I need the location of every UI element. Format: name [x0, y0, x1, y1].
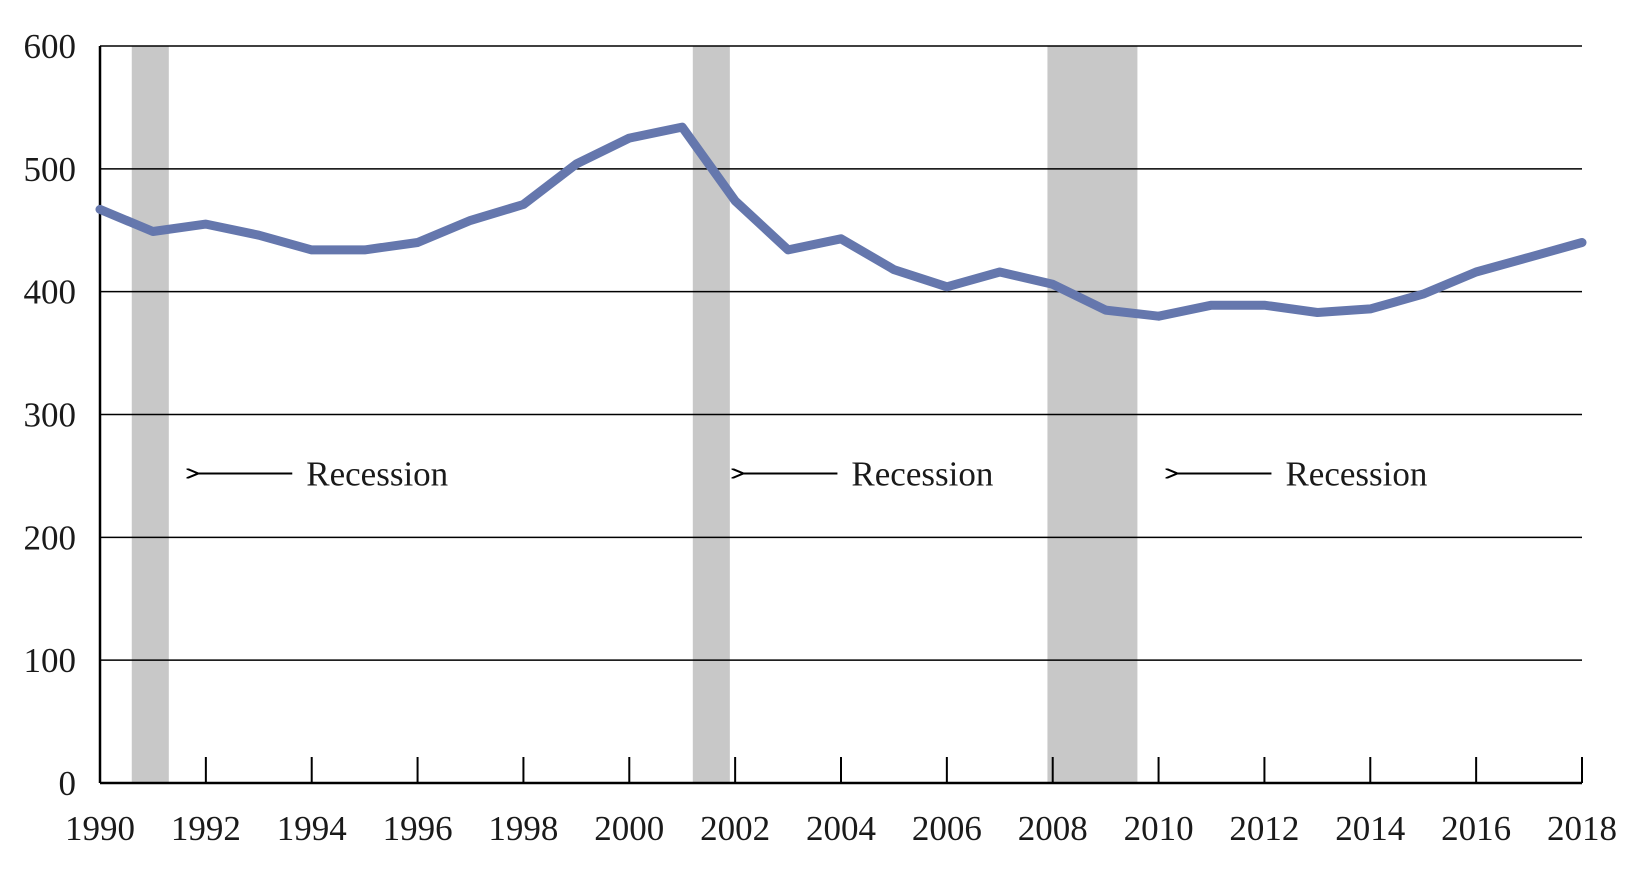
data-point: [1316, 312, 1318, 314]
y-tick-label: 600: [24, 27, 77, 66]
data-point: [681, 126, 683, 128]
y-tick-label: 0: [59, 764, 77, 803]
x-tick-label: 2006: [912, 809, 982, 848]
data-point: [1052, 283, 1054, 285]
y-tick-label: 200: [24, 518, 77, 557]
data-point: [152, 230, 154, 232]
x-tick-label: 1992: [171, 809, 241, 848]
x-tick-label: 2012: [1229, 809, 1299, 848]
x-tick-label: 2008: [1018, 809, 1088, 848]
annotation-label: Recession: [306, 454, 448, 493]
data-point: [787, 249, 789, 251]
y-tick-label: 500: [24, 150, 77, 189]
x-tick-label: 2014: [1335, 809, 1405, 848]
x-tick-label: 1996: [383, 809, 453, 848]
series-layer: [95, 122, 1587, 321]
data-point: [1158, 315, 1160, 317]
y-tick-label: 300: [24, 396, 77, 435]
data-point: [575, 163, 577, 165]
data-point: [999, 271, 1001, 273]
data-point: [1105, 309, 1107, 311]
x-tick-label: 1998: [488, 809, 558, 848]
data-point: [1422, 293, 1424, 295]
data-point: [628, 137, 630, 139]
annotations: Recession Recession Recession: [197, 454, 1427, 493]
data-point: [946, 286, 948, 288]
x-tick-label: 1994: [277, 809, 347, 848]
axes: [98, 46, 1583, 785]
data-point: [470, 219, 471, 221]
data-point: [1475, 271, 1477, 273]
data-point: [258, 234, 260, 236]
x-tick-label: 1990: [65, 809, 135, 848]
data-point: [1211, 304, 1212, 306]
data-point: [311, 249, 313, 251]
gridlines: [100, 45, 1582, 661]
data-point: [99, 208, 101, 210]
data-point: [1263, 304, 1265, 306]
y-tick-label: 400: [24, 273, 77, 312]
x-tick-label: 2002: [700, 809, 770, 848]
data-point: [364, 249, 366, 251]
series-line: [95, 122, 1587, 321]
x-tick-label: 2016: [1441, 809, 1511, 848]
data-point: [893, 269, 895, 271]
x-tick-label: 2018: [1547, 809, 1617, 848]
data-point: [1369, 308, 1371, 310]
annotation-label: Recession: [1285, 454, 1427, 493]
data-point: [417, 242, 419, 244]
data-point: [205, 223, 207, 225]
x-tick-label: 2004: [806, 809, 876, 848]
data-point: [522, 203, 524, 205]
x-tick-label: 2000: [594, 809, 664, 848]
data-point: [734, 200, 736, 202]
data-point: [1581, 242, 1583, 244]
annotation-label: Recession: [851, 454, 993, 493]
tick-labels: 0 100 200 300 400 500 600 1990 1992 1994 1996 1998 2…: [24, 27, 1618, 848]
x-tick-label: 2010: [1124, 809, 1194, 848]
data-point: [1528, 256, 1530, 258]
y-tick-label: 100: [24, 641, 77, 680]
data-point: [840, 238, 842, 240]
